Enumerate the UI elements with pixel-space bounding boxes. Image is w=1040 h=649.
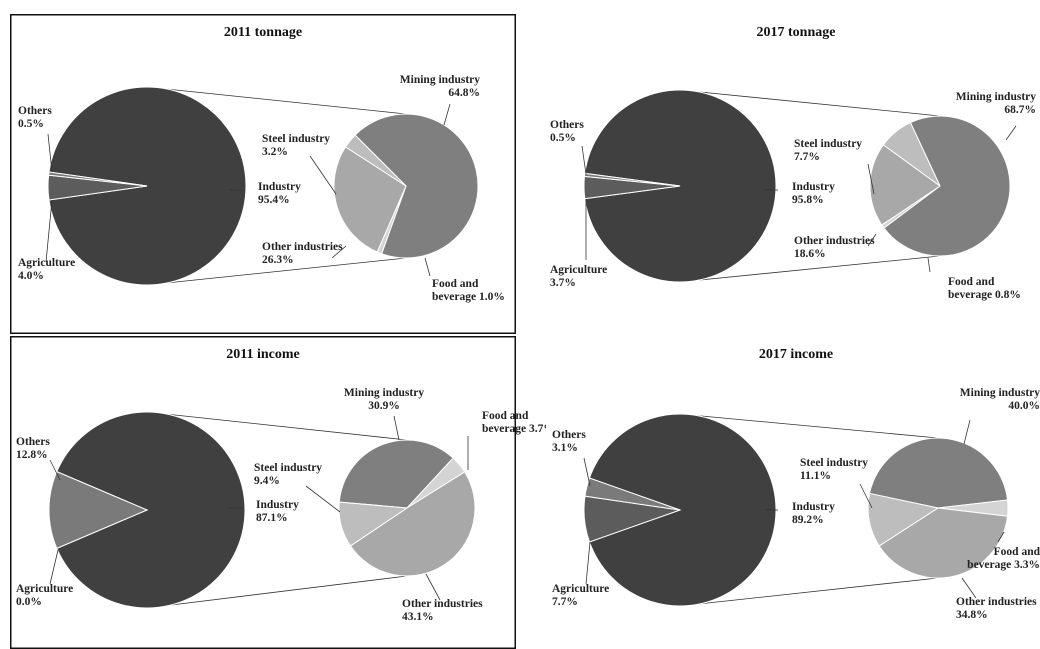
leader-line [45, 199, 53, 263]
chart-title: 2011 tonnage [224, 25, 302, 40]
connector-line [146, 575, 408, 609]
label-steel: Steel industry 9.4% [254, 462, 322, 487]
connector-line [146, 411, 408, 441]
connector-line [679, 255, 941, 283]
label-others: Others 3.1% [552, 429, 586, 454]
leader-line [47, 133, 53, 173]
connector-line [679, 413, 939, 439]
leader-line [49, 549, 59, 585]
label-steel: Steel industry 7.7% [794, 138, 862, 163]
pie-chart-svg: 2017 tonnage Industry 95.8% Agriculture 3.7%… [550, 25, 1036, 301]
slice-other-industries [333, 146, 407, 253]
label-food: Food and beverage 3.7% [482, 410, 555, 435]
label-mining: Mining industry 68.7% [956, 91, 1036, 116]
label-agriculture: Agriculture 7.7% [552, 583, 609, 608]
leader-line [305, 485, 341, 513]
label-other-industries: Other industries 43.1% [402, 598, 483, 623]
panel-frame [10, 336, 516, 649]
panel-2011-tonnage: 2011 tonnage Industry 95.4% Agriculture 4.0%… [10, 14, 516, 334]
slice-mining [868, 437, 1009, 509]
label-industry: Industry 95.4% [258, 181, 301, 206]
leader-line [1005, 125, 1017, 141]
leader-line [585, 541, 591, 585]
chart-title: 2011 income [226, 347, 300, 362]
leader-line [997, 531, 1005, 543]
label-agriculture: Agriculture 0.0% [16, 583, 73, 608]
label-food: Food and beverage 0.8% [948, 276, 1021, 301]
connector-line [679, 577, 939, 607]
slice-steel [338, 501, 409, 547]
label-others: Others 0.5% [18, 105, 52, 130]
connector-line [146, 86, 407, 115]
label-industry: Industry 95.8% [792, 181, 835, 206]
slice-mining [338, 439, 454, 509]
panel-2011-income: 2011 income Industry 87.1% Agriculture 0.0% O… [10, 336, 555, 649]
pie-chart-svg: 2017 income Industry 89.2% Agriculture 7.7% O… [552, 347, 1040, 621]
label-other-industries: Other industries 26.3% [262, 241, 343, 266]
slice-others [48, 470, 149, 550]
label-food: Food and beverage 1.0% [432, 278, 505, 303]
leader-line [583, 457, 591, 487]
leader-line [867, 233, 877, 247]
leader-line [425, 573, 441, 601]
slice-steel [867, 492, 940, 547]
leader-line [859, 483, 873, 509]
label-food: Food and beverage 3.3% [967, 546, 1040, 571]
chart-title: 2017 tonnage [757, 25, 836, 40]
slice-others [583, 172, 681, 187]
label-agriculture: Agriculture 4.0% [18, 257, 75, 282]
leader-line [309, 155, 337, 195]
label-others: Others 0.5% [550, 119, 584, 144]
label-mining: Mining industry 64.8% [400, 74, 480, 99]
leader-line [424, 257, 431, 277]
slice-others [48, 171, 148, 187]
slice-industry [56, 411, 246, 609]
label-other-industries: Other industries 34.8% [956, 596, 1037, 621]
slice-others [584, 477, 681, 511]
label-steel: Steel industry 3.2% [262, 133, 330, 158]
label-agriculture: Agriculture 3.7% [550, 264, 607, 289]
slice-mining [883, 115, 1011, 257]
slice-industry [584, 89, 777, 283]
label-industry: Industry 87.1% [256, 499, 299, 524]
leader-line [581, 145, 587, 175]
slice-steel [882, 121, 941, 187]
slice-mining [354, 113, 479, 259]
pie-chart-svg: 2011 tonnage Industry 95.4% Agriculture 4.0%… [10, 14, 516, 334]
slice-other-industries [349, 471, 476, 577]
slice-other-industries [869, 144, 941, 226]
pie-chart-svg: 2011 income Industry 87.1% Agriculture 0.0% O… [10, 336, 555, 649]
leader-line [927, 257, 931, 273]
leader-line [49, 459, 61, 481]
label-mining: Mining industry 40.0% [960, 387, 1040, 412]
label-industry: Industry 89.2% [792, 501, 835, 526]
leader-line [443, 103, 451, 126]
connector-line [146, 257, 407, 286]
label-others: Others 12.8% [16, 436, 50, 461]
connector-line [679, 89, 941, 117]
slice-industry [48, 86, 247, 286]
label-steel: Steel industry 11.1% [800, 457, 868, 482]
slice-steel [344, 134, 407, 187]
leader-line [963, 419, 971, 445]
label-mining: Mining industry 30.9% [344, 387, 424, 412]
panel-2017-income: 2017 income Industry 89.2% Agriculture 7.7% O… [546, 336, 1040, 649]
leader-line [331, 245, 347, 259]
label-other-industries: Other industries 18.6% [794, 235, 875, 260]
leader-line [393, 415, 400, 441]
leader-line [961, 577, 977, 599]
chart-title: 2017 income [759, 347, 833, 362]
panel-frame [10, 14, 516, 334]
panel-2017-tonnage: 2017 tonnage Industry 95.8% Agriculture 3.7%… [546, 14, 1040, 334]
leader-line [867, 163, 875, 195]
